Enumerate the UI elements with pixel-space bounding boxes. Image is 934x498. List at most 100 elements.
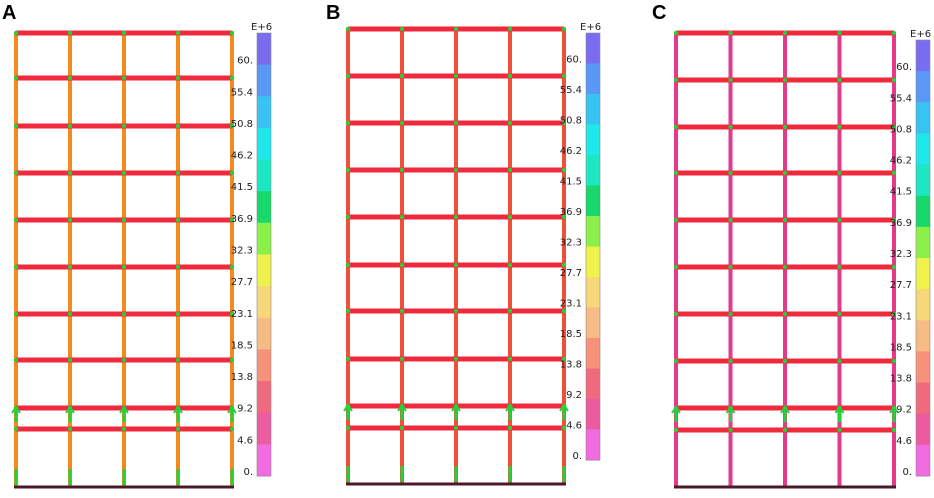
scale-tick-label: 32.3 (890, 249, 912, 260)
scale-segment (257, 159, 271, 192)
joint-node (121, 357, 127, 363)
scale-tick-label: 41.5 (890, 187, 912, 198)
joint-node (121, 75, 127, 81)
joint-node (13, 75, 19, 81)
scale-segment (586, 338, 600, 369)
load-arrow-head (11, 405, 21, 414)
scale-tick-label: 27.7 (231, 277, 253, 288)
joint-node (507, 425, 513, 431)
joint-node (399, 262, 405, 268)
joint-node (507, 26, 513, 32)
panel-a: A E+6 60. 55.4 50.8 46.2 41.5 36.9 32.3 27.7 23.1… (0, 0, 300, 498)
scale-tick-label: 50.8 (231, 119, 253, 130)
joint-node (175, 123, 181, 129)
load-arrow-head (505, 403, 515, 412)
scale-tick-label: 18.5 (890, 342, 912, 353)
joint-node (837, 30, 842, 36)
joint-node (728, 124, 733, 130)
joint-node (728, 427, 733, 433)
joint-node (837, 124, 842, 130)
joint-node (345, 167, 351, 173)
joint-node (837, 358, 842, 364)
scale-tick-label: 4.6 (566, 421, 582, 432)
scale-segment (257, 64, 271, 97)
joint-node (507, 262, 513, 268)
scale-segment (257, 222, 271, 255)
joint-node (175, 311, 181, 317)
scale-segment (257, 254, 271, 287)
scale-tick-label: 13.8 (890, 374, 912, 385)
joint-node (728, 217, 733, 223)
scale-bar-border (585, 32, 601, 461)
scale-segment (257, 96, 271, 129)
joint-node (561, 120, 567, 126)
joint-node (175, 217, 181, 223)
scale-segment (586, 216, 600, 247)
joint-node (782, 170, 788, 176)
joint-node (561, 356, 567, 362)
scale-tick-label: 36.9 (890, 218, 912, 229)
frame-c: E+6 60. 55.4 50.8 46.2 41.5 36.9 32.3 27.7 23.1 18… (671, 29, 931, 489)
joint-node (891, 77, 897, 83)
frame-a: E+6 60. 55.4 50.8 46.2 41.5 36.9 32.3 27.7 23.1 18… (11, 22, 272, 489)
scale-segment (586, 155, 600, 186)
scale-segment (586, 246, 600, 278)
joint-node (121, 123, 127, 129)
scale-segment (586, 277, 600, 308)
load-arrow-head (343, 403, 353, 412)
joint-node (453, 356, 459, 362)
joint-node (837, 217, 842, 223)
scale-segment (916, 71, 930, 103)
joint-node (345, 26, 351, 32)
joint-node (345, 262, 351, 268)
joint-node (782, 264, 788, 270)
joint-node (507, 167, 513, 173)
joint-node (782, 124, 788, 130)
joint-node (345, 308, 351, 314)
scale-tick-label: 23.1 (560, 299, 582, 310)
panel-b: B E+6 60. 55.4 50.8 46.2 41.5 36.9 32.3 27.7 23.1… (316, 0, 616, 498)
scale-tick-label: 36.9 (231, 214, 253, 225)
scale-segment (257, 286, 271, 319)
scale-segment (916, 351, 930, 384)
joint-node (673, 311, 679, 317)
scale-tick-label: 41.5 (560, 177, 582, 188)
scale-tick-label: 41.5 (231, 182, 253, 193)
joint-node (453, 26, 459, 32)
joint-node (121, 264, 127, 270)
joint-node (782, 358, 788, 364)
joint-node (453, 308, 459, 314)
joint-node (837, 264, 842, 270)
scale-tick-label: 50.8 (560, 116, 582, 127)
scale-tick-label: 13.8 (560, 360, 582, 371)
joint-node (837, 77, 842, 83)
joint-node (229, 123, 235, 129)
panel-label-a: A (2, 2, 17, 24)
scale-segment (257, 127, 271, 161)
joint-node (453, 262, 459, 268)
joint-node (891, 217, 897, 223)
joint-node (399, 425, 405, 431)
joint-node (345, 214, 351, 220)
joint-node (673, 77, 679, 83)
joint-node (673, 358, 679, 364)
joint-node (345, 120, 351, 126)
joint-node (345, 425, 351, 431)
load-arrow-head (559, 403, 569, 412)
joint-node (837, 427, 842, 433)
joint-node (891, 124, 897, 130)
load-arrow-head (780, 405, 790, 414)
joint-node (13, 357, 19, 363)
scale-segment (916, 382, 930, 415)
scale-tick-label: 32.3 (560, 238, 582, 249)
joint-node (229, 30, 235, 36)
joint-node (399, 356, 405, 362)
joint-node (673, 124, 679, 130)
joint-node (673, 217, 679, 223)
joint-node (728, 170, 733, 176)
scale-segment (586, 63, 600, 95)
joint-node (175, 170, 181, 176)
joint-node (13, 30, 19, 36)
joint-node (13, 217, 19, 223)
scale-segment (916, 320, 930, 352)
